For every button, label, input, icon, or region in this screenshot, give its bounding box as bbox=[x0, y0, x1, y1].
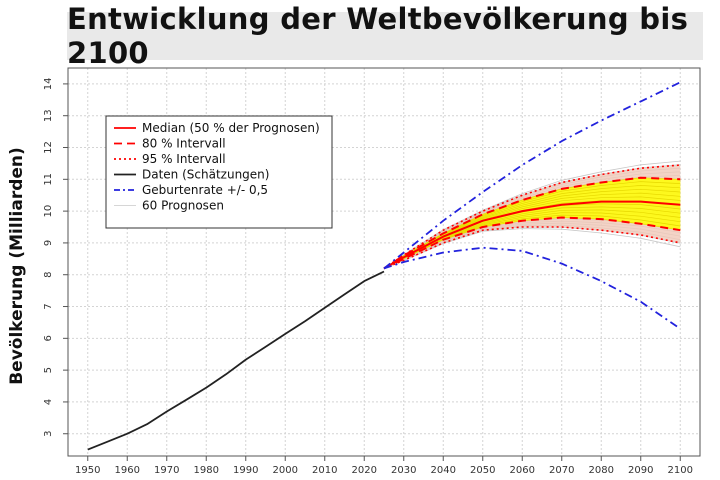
x-tick-label: 2080 bbox=[589, 465, 614, 476]
series-95-upper bbox=[383, 164, 681, 270]
projection-strand bbox=[383, 212, 681, 269]
legend-label: 95 % Intervall bbox=[142, 152, 226, 166]
x-axis-ticks: 1950 1960 1970 1980 1990 2000 2010 2020 2030 2040… bbox=[75, 456, 693, 476]
series-data bbox=[87, 270, 385, 451]
x-tick-label: 2090 bbox=[628, 465, 653, 476]
x-tick-label: 2000 bbox=[273, 465, 298, 476]
y-tick-label: 10 bbox=[43, 205, 54, 218]
x-tick-label: 2050 bbox=[470, 465, 495, 476]
series-lines bbox=[87, 81, 681, 451]
x-tick-label: 2030 bbox=[391, 465, 416, 476]
y-tick-label: 5 bbox=[43, 367, 54, 373]
plot-frame bbox=[67, 67, 701, 457]
y-tick-label: 9 bbox=[43, 240, 54, 246]
y-tick-label: 6 bbox=[43, 335, 54, 341]
y-tick-label: 12 bbox=[43, 141, 54, 154]
projection-line bbox=[383, 160, 681, 269]
x-tick-label: 2100 bbox=[668, 465, 693, 476]
legend-label: Median (50 % der Prognosen) bbox=[142, 121, 320, 135]
y-tick-label: 7 bbox=[43, 303, 54, 309]
legend-label: Geburtenrate +/- 0,5 bbox=[142, 183, 268, 197]
interval-bands bbox=[383, 165, 681, 269]
y-tick-label: 11 bbox=[43, 173, 54, 186]
y-tick-label: 3 bbox=[43, 431, 54, 437]
series-95-lower bbox=[383, 226, 681, 270]
band-80 bbox=[384, 177, 681, 269]
x-tick-label: 2010 bbox=[312, 465, 337, 476]
legend-label: Daten (Schätzungen) bbox=[142, 168, 269, 182]
legend-label: 60 Prognosen bbox=[142, 199, 224, 213]
x-tick-label: 1990 bbox=[233, 465, 258, 476]
series-fertility-lower bbox=[383, 246, 681, 330]
y-tick-label: 14 bbox=[43, 78, 54, 91]
legend-label: 80 % Intervall bbox=[142, 137, 226, 151]
x-tick-label: 2020 bbox=[352, 465, 377, 476]
y-tick-label: 4 bbox=[43, 399, 54, 405]
series-median bbox=[383, 200, 681, 270]
x-tick-label: 1970 bbox=[154, 465, 179, 476]
series-fertility-upper bbox=[383, 81, 681, 270]
x-tick-label: 2040 bbox=[431, 465, 456, 476]
x-tick-label: 1960 bbox=[115, 465, 140, 476]
x-tick-label: 1950 bbox=[75, 465, 100, 476]
y-tick-label: 13 bbox=[43, 109, 54, 122]
series-80-lower bbox=[383, 216, 681, 270]
x-tick-label: 2070 bbox=[549, 465, 574, 476]
legend: Median (50 % der Prognosen) 80 % Interval… bbox=[105, 115, 333, 229]
x-tick-label: 2060 bbox=[510, 465, 535, 476]
series-80-upper bbox=[383, 176, 681, 270]
y-tick-label: 8 bbox=[43, 272, 54, 278]
x-tick-label: 1980 bbox=[194, 465, 219, 476]
legend-box bbox=[105, 115, 333, 229]
y-axis-ticks: 3 4 5 6 7 8 9 10 11 12 13 14 bbox=[43, 78, 68, 437]
